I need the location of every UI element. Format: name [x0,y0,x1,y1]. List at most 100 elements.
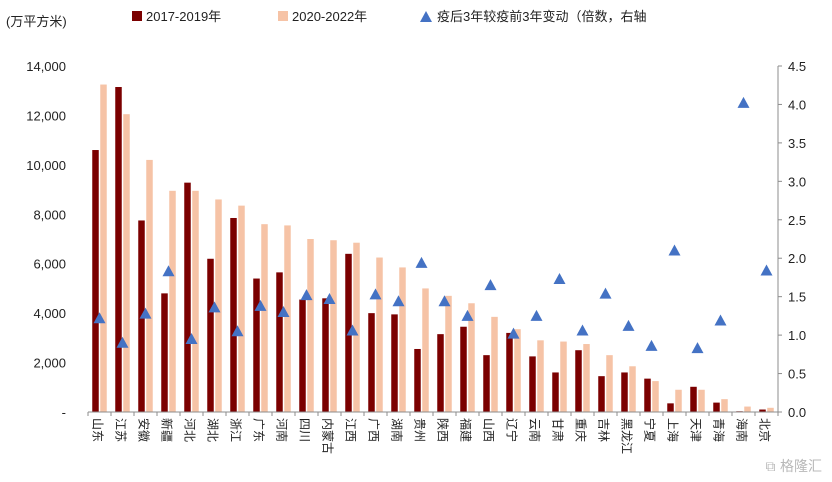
change-ratio-marker [737,96,750,108]
bar-2020-2022 [376,257,383,412]
y-left-tick-label: 10,000 [26,158,66,173]
x-category-label: 浙江 [229,418,243,442]
x-category-label: 安徽 [137,418,152,442]
bar-2020-2022 [744,406,751,412]
x-category-label: 江西 [344,418,358,442]
x-category-label: 天津 [689,418,703,442]
change-ratio-marker [622,319,635,331]
change-ratio-marker [530,309,543,321]
x-category-label: 云南 [528,418,543,442]
change-ratio-marker [553,272,566,284]
change-ratio-marker [277,306,290,318]
y-right-tick-label: 4.5 [788,59,806,74]
bar-2017-2019 [230,217,237,412]
bars [92,84,774,413]
x-category-label: 山东 [91,418,105,442]
x-category-label: 湖南 [390,418,405,442]
x-category-label: 山西 [482,418,496,442]
bar-2020-2022 [698,389,705,412]
bar-2017-2019 [276,272,283,412]
bar-2017-2019 [253,278,260,412]
bar-2020-2022 [767,407,774,412]
change-ratio-marker [691,342,704,354]
bar-2020-2022 [353,242,360,412]
bar-2017-2019 [621,372,628,412]
bar-2017-2019 [299,299,306,412]
bar-2020-2022 [606,355,613,412]
bar-2017-2019 [437,334,444,412]
bar-2017-2019 [184,182,191,412]
change-ratio-marker [576,324,589,336]
change-ratio-marker [93,312,106,324]
change-ratio-marker [392,295,405,307]
legend-swatch-2017-2019 [132,11,142,21]
x-category-label: 湖北 [206,418,221,442]
legend-swatch-2020-2022 [278,11,288,21]
bar-2017-2019 [391,314,398,412]
change-ratio-marker [714,314,727,326]
change-ratio-marker [599,287,612,299]
bar-2020-2022 [215,199,222,412]
markers [93,96,773,354]
change-ratio-marker [438,295,451,307]
change-ratio-marker [116,336,129,348]
bar-2020-2022 [146,159,153,412]
y-left-axis: - 2,000 4,000 6,000 8,000 10,000 12,000 14,000 [26,59,66,420]
x-axis: 山东 江苏 安徽 新疆 河北 湖北 浙江 广东 河南 四川 内蒙古 江西 广西 湖南 贵州 陕西 福建 山西 辽宁云… [87,411,779,454]
x-category-label: 青海 [712,418,727,442]
bar-2020-2022 [330,240,337,412]
y-right-tick-label: 0.0 [788,405,806,420]
change-ratio-marker [231,325,244,337]
bar-2020-2022 [491,316,498,412]
bar-2017-2019 [92,150,99,412]
bar-2020-2022 [307,239,314,412]
legend: 2017-2019年 2020-2022年 疫后3年较疫前3年变动（倍数，右轴 [132,9,646,24]
x-category-label: 河南 [275,418,290,442]
x-category-label: 黑龙江 [620,418,634,454]
change-ratio-marker [507,327,520,339]
x-category-label: 新疆 [160,418,175,442]
change-ratio-marker [254,299,267,311]
x-category-label: 河北 [183,418,197,442]
y-right-tick-label: 1.5 [788,290,806,305]
y-right-tick-label: 1.0 [788,328,806,343]
bar-2017-2019 [667,403,674,412]
x-category-label: 宁夏 [643,418,658,442]
y-left-tick-label: - [62,405,66,420]
change-ratio-marker [208,301,221,313]
bar-2017-2019 [690,386,697,412]
x-category-label: 贵州 [413,418,427,442]
x-category-label: 重庆 [574,418,588,442]
y-right-tick-label: 3.5 [788,136,806,151]
bar-2020-2022 [261,224,268,412]
bar-2017-2019 [713,402,720,412]
y-right-tick-label: 2.0 [788,251,806,266]
bar-2017-2019 [506,332,513,412]
bar-2017-2019 [161,293,168,412]
x-category-label: 辽宁 [505,418,520,442]
y-right-axis: 0.0 0.5 1.0 1.5 2.0 2.5 3.0 3.5 4.0 4.5 [777,59,806,420]
x-category-label: 北京 [758,418,772,442]
y-left-unit: (万平方米) [6,14,67,29]
bar-2020-2022 [422,288,429,412]
bar-2017-2019 [759,409,766,412]
bar-2020-2022 [192,190,199,412]
y-left-tick-label: 6,000 [33,257,66,272]
y-left-tick-label: 8,000 [33,207,66,222]
bar-2017-2019 [414,348,421,412]
change-ratio-marker [760,264,773,276]
legend-label-2017-2019: 2017-2019年 [146,9,221,24]
x-category-label: 甘肃 [551,418,565,442]
bar-2020-2022 [445,295,452,412]
x-category-label: 吉林 [597,418,611,442]
bar-2017-2019 [322,298,329,412]
bar-2017-2019 [368,313,375,412]
bar-2020-2022 [652,381,659,412]
bar-2017-2019 [575,350,582,412]
bar-2020-2022 [675,389,682,412]
x-category-label: 江苏 [114,418,128,442]
x-category-label: 陕西 [436,418,451,442]
bar-2020-2022 [399,267,406,412]
watermark-logo-icon: ⧉ [765,459,776,475]
